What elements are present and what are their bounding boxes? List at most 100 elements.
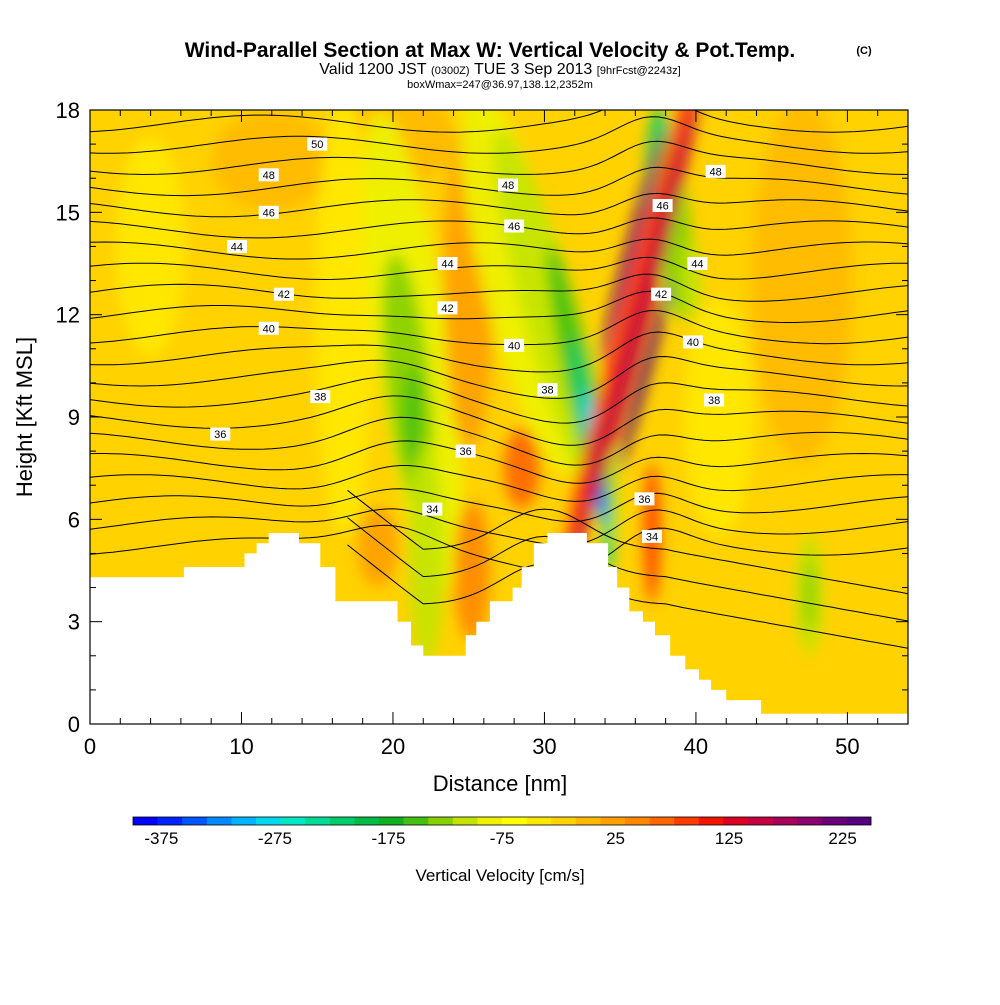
terrain (90, 533, 908, 724)
valid-date: TUE 3 Sep 2013 (474, 61, 592, 78)
colorbar-swatch (206, 817, 232, 825)
velocity-region (503, 428, 540, 509)
contour-label-box (210, 427, 231, 441)
contour-label-box (504, 338, 525, 352)
y-tick-label: 9 (68, 405, 80, 430)
colorbar-swatch (821, 817, 847, 825)
contour-label-box (258, 205, 279, 219)
colorbar-swatch (674, 817, 700, 825)
contour-label: 48 (258, 168, 279, 182)
velocity-region (618, 279, 671, 473)
theta-contour (90, 192, 908, 218)
velocity-region (599, 130, 663, 363)
valid-time-utc: (0300Z) (431, 65, 470, 77)
contour-label: 34 (641, 529, 662, 543)
contour-label-text: 42 (441, 303, 453, 315)
colorbar-swatch (428, 817, 454, 825)
contour-label: 36 (210, 427, 231, 441)
y-tick-label: 15 (56, 200, 80, 225)
colorbar-swatch (575, 817, 601, 825)
contour-label-text: 50 (311, 139, 323, 151)
velocity-region (357, 506, 398, 587)
contour-label: 46 (258, 205, 279, 219)
colorbar-tick-label: 25 (606, 829, 625, 848)
theta-contour (90, 465, 908, 502)
colorbar-tick-label: -375 (144, 829, 178, 848)
theta-contour (90, 416, 908, 466)
colorbar-swatch (698, 817, 724, 825)
theta-contours (90, 110, 908, 649)
contour-label: 42 (651, 287, 672, 301)
contour-label-box (258, 321, 279, 335)
colorbar-tick-label: -75 (490, 829, 515, 848)
colorbar-swatch (748, 817, 773, 825)
y-tick-label: 6 (68, 507, 80, 532)
contour-label: 42 (273, 287, 294, 301)
contour-label-box (258, 168, 279, 182)
contour-label: 46 (652, 199, 673, 213)
colorbar-swatch (846, 817, 872, 825)
contour-label: 46 (504, 219, 525, 233)
contour-label: 40 (258, 321, 279, 335)
contour-label-text: 34 (426, 504, 438, 516)
contour-label-box (651, 287, 672, 301)
contour-label-text: 44 (231, 241, 243, 253)
contour-label-box (455, 444, 476, 458)
contour-label-text: 46 (508, 221, 520, 233)
x-axis-label: Distance [nm] (433, 771, 568, 796)
y-tick-label: 18 (56, 98, 80, 123)
velocity-region (314, 110, 375, 535)
colorbar-swatch (477, 817, 503, 825)
contour-label-box (652, 199, 673, 213)
colorbar-swatch (379, 817, 404, 825)
colorbar-label: Vertical Velocity [cm/s] (415, 866, 584, 885)
chart-subtitle: Valid 1200 JST (0300Z) TUE 3 Sep 2013 [9… (319, 61, 680, 78)
contour-label-text: 42 (278, 289, 290, 301)
contour-label-text: 44 (691, 259, 703, 271)
contour-label-box (687, 257, 708, 270)
velocity-region (751, 110, 852, 461)
contour-label-text: 38 (541, 385, 553, 397)
colorbar-swatch (403, 817, 429, 825)
contour-label: 50 (307, 137, 328, 151)
contour-label-box (437, 257, 458, 270)
x-tick-label: 30 (532, 734, 556, 759)
contour-label-box (641, 529, 662, 543)
contour-label: 44 (226, 239, 247, 253)
theta-contour (347, 489, 908, 595)
contour-label-box (498, 178, 519, 192)
velocity-region (115, 136, 186, 357)
contour-label-text: 34 (646, 531, 658, 543)
contour-label-box (634, 492, 655, 506)
colorbar-swatch (354, 817, 380, 825)
theta-contour (347, 517, 908, 622)
x-tick-label: 50 (835, 734, 859, 759)
theta-contour (90, 331, 908, 373)
velocity-region (572, 110, 699, 564)
contour-label-box (422, 502, 443, 516)
theta-contour (90, 116, 908, 154)
colorbar-tick-label: 225 (828, 829, 856, 848)
valid-time: Valid 1200 JST (319, 61, 427, 78)
colorbar-frame (132, 816, 872, 826)
y-axis-label: Height [Kft MSL] (12, 337, 37, 497)
colorbar-swatch (772, 817, 798, 825)
contour-label-text: 42 (655, 289, 667, 301)
colorbar-tick-label: 125 (715, 829, 743, 848)
y-tick-label: 3 (68, 610, 80, 635)
contour-label-text: 40 (263, 323, 275, 335)
contour-label-text: 46 (656, 201, 668, 213)
contour-label: 36 (634, 492, 655, 506)
theta-contour (90, 140, 908, 176)
contour-label: 40 (504, 338, 525, 352)
colorbar-swatch (256, 817, 281, 825)
colorbar-swatch (723, 817, 749, 825)
contour-label-text: 40 (687, 337, 699, 349)
copyright-mark: (C) (856, 45, 872, 57)
contour-label: 36 (455, 444, 476, 458)
contour-label: 40 (682, 335, 703, 349)
colorbar-swatch (305, 817, 331, 825)
contour-label-text: 48 (709, 166, 721, 178)
contour-label-text: 36 (460, 446, 472, 458)
contour-label-box (682, 335, 703, 349)
